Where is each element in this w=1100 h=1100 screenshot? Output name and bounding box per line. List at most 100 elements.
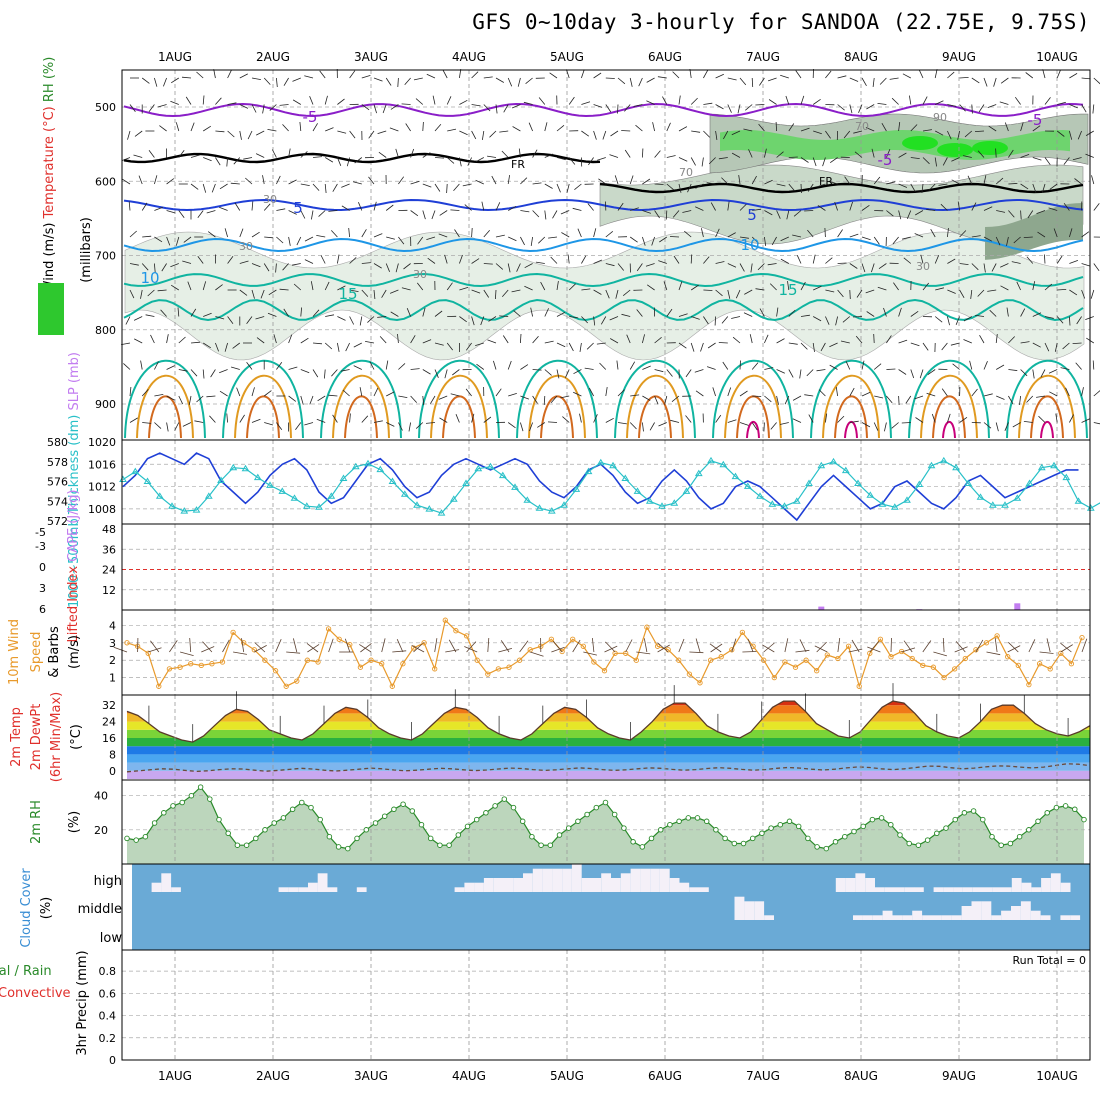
wind-barb xyxy=(324,342,333,350)
wind-barb-10m xyxy=(286,651,301,654)
ylabel-rh-2-text: (%) xyxy=(67,811,82,834)
wind-speed-point xyxy=(644,624,650,630)
wind-barb-10m xyxy=(695,638,701,653)
wind-barb xyxy=(715,130,718,140)
wind-barb xyxy=(239,73,248,79)
wind-speed-point xyxy=(400,661,406,667)
wind-barb-10m xyxy=(994,638,998,653)
wind-barb xyxy=(154,422,162,429)
wind-barb xyxy=(678,126,688,132)
wind-barb xyxy=(624,149,631,158)
wind-barb xyxy=(517,77,521,87)
wind-barb xyxy=(605,104,612,113)
wind-speed-point xyxy=(782,659,788,665)
thickness-point xyxy=(1050,461,1058,469)
rh-point xyxy=(713,827,719,833)
thickness-point xyxy=(523,496,532,503)
rh-point xyxy=(722,835,728,842)
wind-barb xyxy=(166,365,175,370)
wind-barb xyxy=(296,236,302,246)
wind-barb xyxy=(642,178,651,185)
wind-barb xyxy=(808,414,814,423)
thickness-point xyxy=(903,496,911,503)
thickness-point xyxy=(964,479,973,486)
wind-barb xyxy=(816,183,826,188)
wind-barb xyxy=(467,157,472,166)
wind-barb xyxy=(224,228,228,238)
wind-barb xyxy=(807,229,814,238)
wind-barb xyxy=(568,96,575,105)
wind-speed-point xyxy=(771,674,777,681)
y-tick-label: 800 xyxy=(95,324,116,337)
y-tick-label-left: -3 xyxy=(35,540,46,553)
wind-barb xyxy=(390,104,399,110)
wind-barb xyxy=(752,395,762,397)
wind-barb xyxy=(914,395,924,400)
wind-barb xyxy=(825,316,830,325)
wind-barb xyxy=(856,289,863,298)
cloud-bar-high xyxy=(513,878,523,892)
wind-barb xyxy=(507,263,511,273)
cloud-bar-high xyxy=(474,882,484,892)
thickness-point xyxy=(1086,504,1095,511)
wind-barb xyxy=(776,395,779,405)
wind-barb xyxy=(695,206,704,211)
rh-point xyxy=(1072,806,1078,813)
rh-point xyxy=(915,842,922,848)
wind-barb xyxy=(273,334,277,344)
wind-barb xyxy=(764,236,767,246)
y-tick-label: 0 xyxy=(109,765,116,778)
wind-barb xyxy=(1012,422,1021,428)
wind-barb xyxy=(905,395,912,404)
wind-barb xyxy=(331,369,338,377)
wind-barb xyxy=(1075,362,1082,370)
wind-speed-point xyxy=(697,680,703,686)
wind-barb xyxy=(866,311,875,317)
wind-barb xyxy=(935,100,944,105)
thickness-point xyxy=(915,480,924,487)
wind-barb xyxy=(288,148,291,158)
wind-barb xyxy=(666,183,674,191)
y-tick-label: 4 xyxy=(109,619,116,632)
temp-band xyxy=(127,713,1090,722)
wind-barb xyxy=(1042,69,1046,79)
x-tick-label-bottom: 8AUG xyxy=(844,1069,878,1083)
wind-barb xyxy=(689,69,692,79)
wind-barb xyxy=(678,95,681,105)
wind-barb xyxy=(874,395,884,399)
wind-speed-point xyxy=(686,671,693,677)
wind-barb xyxy=(416,282,424,291)
wind-barb xyxy=(1074,178,1082,185)
wind-barb xyxy=(487,155,497,158)
wind-speed-point xyxy=(983,640,990,646)
wind-speed-point xyxy=(548,636,555,642)
temp-band xyxy=(127,746,1090,755)
wind-barb-10m xyxy=(328,638,334,653)
wind-barb xyxy=(854,151,863,158)
wind-barb xyxy=(706,366,716,370)
wind-barb xyxy=(197,256,204,264)
wind-barb xyxy=(626,334,631,344)
wind-barb xyxy=(511,289,521,293)
wind-barb xyxy=(1008,369,1018,371)
cloud-bar-high xyxy=(855,873,866,892)
wind-barb xyxy=(947,104,957,107)
cloud-bar-high xyxy=(1011,878,1022,892)
wind-barb xyxy=(971,77,980,84)
wind-speed-point xyxy=(368,657,374,663)
wind-barb xyxy=(459,254,463,264)
wind-barb xyxy=(444,254,448,264)
wind-barb-10m xyxy=(795,649,810,653)
rh-shading-dark xyxy=(985,203,1083,260)
wind-barb xyxy=(903,257,912,264)
wind-barb xyxy=(226,413,228,423)
wind-barb xyxy=(569,316,579,319)
cloud-bar-high xyxy=(620,873,631,892)
cloud-bar-high xyxy=(933,887,944,892)
rh-point xyxy=(271,820,277,826)
wind-barb-10m xyxy=(552,640,563,653)
wind-barb xyxy=(642,210,652,214)
wind-barb xyxy=(373,289,376,300)
rh-point xyxy=(667,821,673,828)
wind-barb xyxy=(276,208,286,211)
